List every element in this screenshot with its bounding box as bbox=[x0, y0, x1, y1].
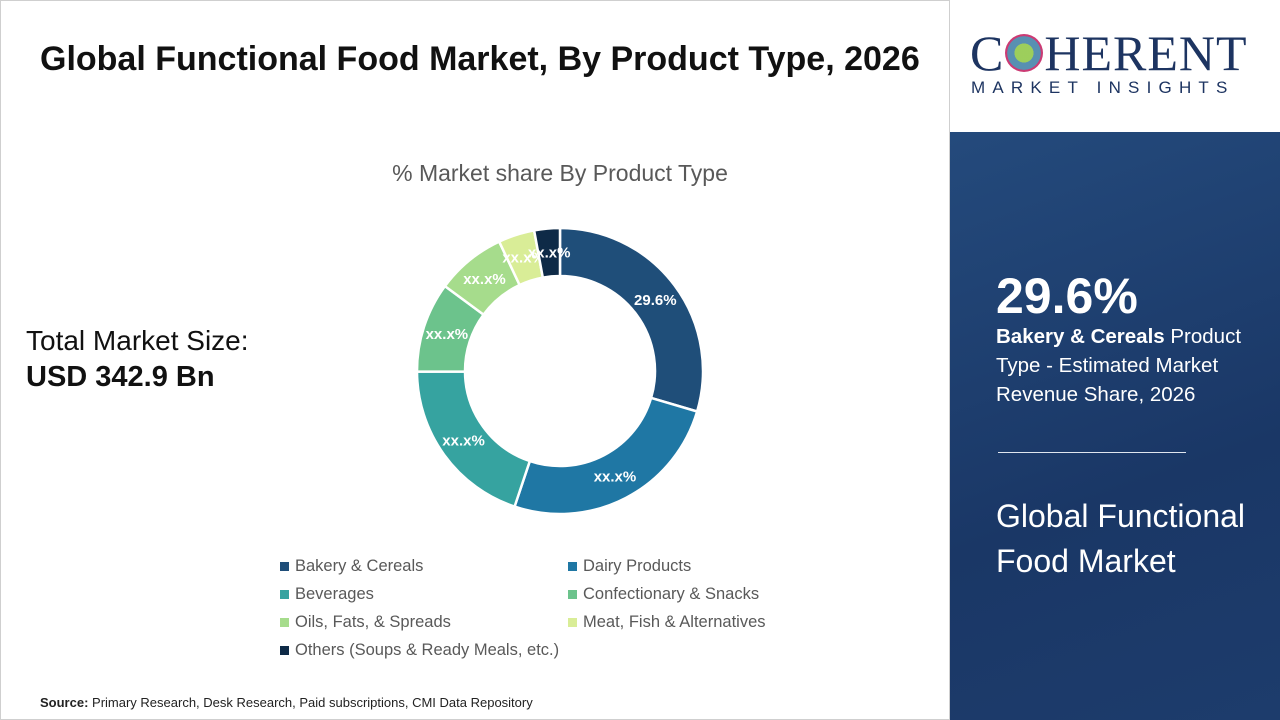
legend-swatch bbox=[280, 646, 289, 655]
legend-swatch bbox=[568, 618, 577, 627]
legend-label: Others (Soups & Ready Meals, etc.) bbox=[295, 641, 560, 659]
total-market-size: Total Market Size: USD 342.9 Bn bbox=[26, 325, 249, 394]
page-title: Global Functional Food Market, By Produc… bbox=[40, 40, 920, 78]
data-label-3: xx.x% bbox=[426, 326, 469, 343]
data-label-0: 29.6% bbox=[634, 292, 677, 309]
highlight-desc-text: Product Type - Estimated Market Revenue … bbox=[996, 325, 1242, 406]
legend-label: Bakery & Cereals bbox=[295, 557, 424, 575]
data-label-2: xx.x% bbox=[442, 433, 485, 450]
company-logo: C HERENT MARKET INSIGHTS bbox=[950, 0, 1280, 132]
data-label-1: xx.x% bbox=[594, 469, 637, 486]
legend-swatch bbox=[568, 590, 577, 599]
globe-icon bbox=[1005, 34, 1044, 72]
data-label-4: xx.x% bbox=[463, 271, 506, 288]
legend-label: Confectionary & Snacks bbox=[583, 585, 760, 603]
logo-main: C HERENT bbox=[970, 25, 1248, 81]
legend-label: Dairy Products bbox=[583, 557, 692, 575]
donut-slice-6 bbox=[532, 226, 562, 280]
legend-item: Beverages bbox=[280, 585, 568, 604]
legend-item: Oils, Fats, & Spreads bbox=[280, 613, 568, 632]
legend-item: Others (Soups & Ready Meals, etc.) bbox=[280, 641, 568, 660]
donut-slice-1 bbox=[512, 396, 699, 516]
highlight-segment: Bakery & Cereals bbox=[996, 325, 1165, 348]
source-note: Source: Primary Research, Desk Research,… bbox=[40, 695, 533, 710]
source-text: Primary Research, Desk Research, Paid su… bbox=[88, 695, 533, 710]
legend-item: Confectionary & Snacks bbox=[568, 585, 840, 604]
highlight-value: 29.6% bbox=[996, 268, 1138, 324]
legend-swatch bbox=[280, 590, 289, 599]
legend-swatch bbox=[280, 562, 289, 571]
legend-label: Oils, Fats, & Spreads bbox=[295, 613, 451, 631]
chart-title: % Market share By Product Type bbox=[392, 160, 728, 186]
total-label: Total Market Size: bbox=[26, 325, 249, 356]
logo-sub: MARKET INSIGHTS bbox=[971, 78, 1235, 97]
donut-chart: 29.6%xx.x%xx.x%xx.x%xx.x%xx.x%xx.x% bbox=[415, 226, 705, 516]
chart-legend: Bakery & Cereals Dairy Products Beverages C… bbox=[280, 557, 840, 660]
legend-swatch bbox=[568, 562, 577, 571]
highlight-panel: 29.6% Bakery & Cereals Product Type - Es… bbox=[950, 132, 1280, 720]
donut-slice-0 bbox=[558, 226, 705, 414]
divider bbox=[998, 452, 1186, 453]
legend-item: Bakery & Cereals bbox=[280, 557, 568, 576]
data-label-5: xx.x% bbox=[502, 250, 545, 267]
legend-item: Meat, Fish & Alternatives bbox=[568, 613, 840, 632]
highlight-description: Bakery & Cereals Product Type - Estimate… bbox=[996, 322, 1256, 409]
legend-item: Dairy Products bbox=[568, 557, 840, 576]
market-name: Global Functional Food Market bbox=[996, 498, 1246, 579]
total-value: USD 342.9 Bn bbox=[26, 361, 215, 393]
legend-label: Meat, Fish & Alternatives bbox=[583, 613, 766, 631]
data-label-6: xx.x% bbox=[528, 244, 571, 261]
source-label: Source: bbox=[40, 695, 89, 710]
legend-label: Beverages bbox=[295, 585, 374, 603]
legend-swatch bbox=[280, 618, 289, 627]
